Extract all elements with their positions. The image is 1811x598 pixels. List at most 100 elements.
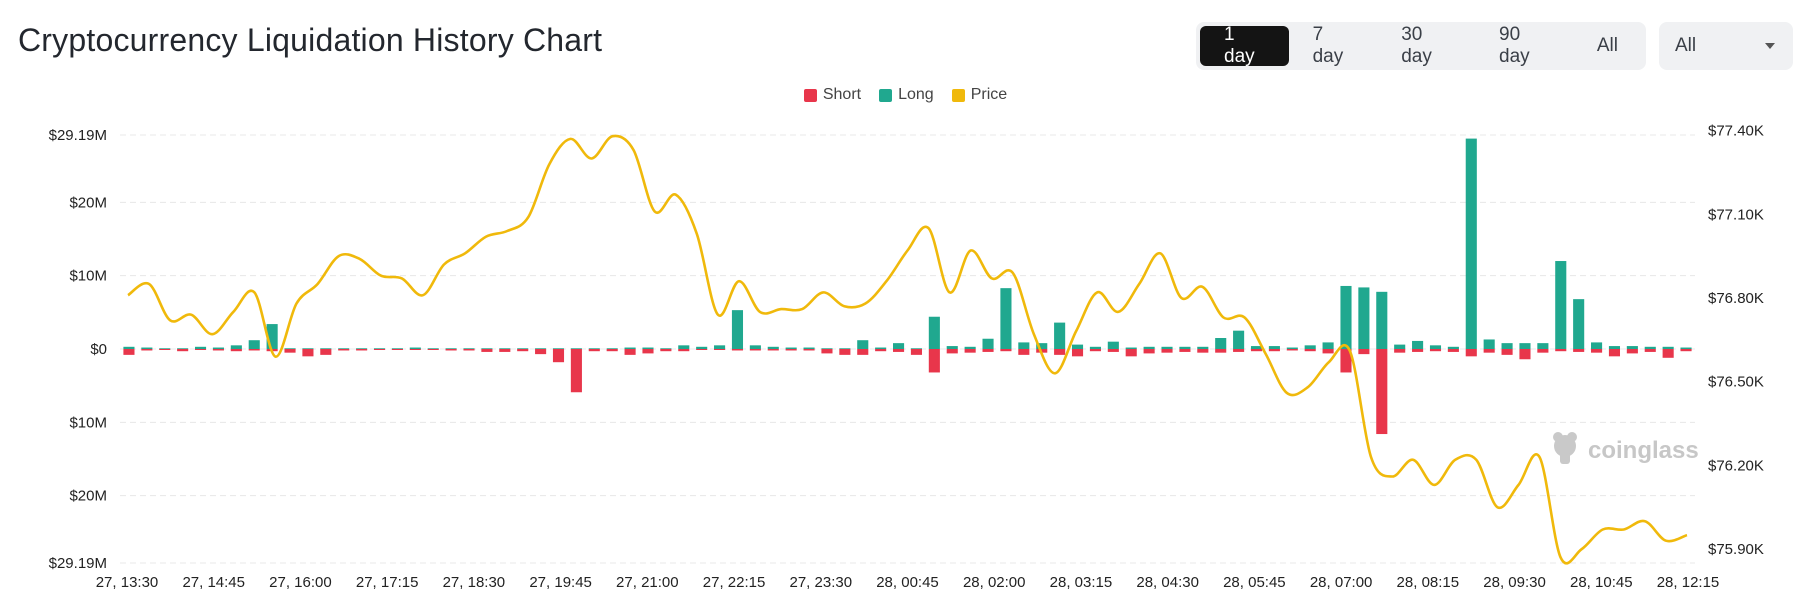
short-bar[interactable]: [1573, 349, 1585, 352]
short-bar[interactable]: [1376, 349, 1388, 435]
long-bar[interactable]: [1376, 291, 1388, 349]
short-bar[interactable]: [1358, 349, 1370, 355]
long-bar[interactable]: [964, 346, 976, 349]
long-bar[interactable]: [1215, 338, 1227, 349]
long-bar[interactable]: [1555, 261, 1567, 349]
short-bar[interactable]: [893, 349, 905, 352]
long-bar[interactable]: [1143, 346, 1155, 349]
short-bar[interactable]: [159, 349, 171, 350]
short-bar[interactable]: [749, 349, 761, 351]
short-bar[interactable]: [606, 349, 618, 352]
short-bar[interactable]: [123, 349, 135, 355]
short-bar[interactable]: [356, 349, 368, 351]
short-bar[interactable]: [785, 349, 797, 351]
short-bar[interactable]: [678, 349, 690, 352]
short-bar[interactable]: [463, 349, 475, 351]
short-bar[interactable]: [1340, 349, 1352, 373]
long-bar[interactable]: [1340, 285, 1352, 349]
long-bar[interactable]: [409, 347, 421, 349]
short-bar[interactable]: [1412, 349, 1424, 352]
long-bar[interactable]: [1358, 287, 1370, 349]
long-bar[interactable]: [606, 348, 618, 350]
short-bar[interactable]: [1071, 349, 1084, 357]
long-bar[interactable]: [1322, 342, 1334, 349]
short-bar[interactable]: [857, 349, 869, 355]
long-bar[interactable]: [1537, 343, 1549, 349]
long-bar[interactable]: [696, 346, 708, 349]
short-bar[interactable]: [839, 349, 851, 355]
long-bar[interactable]: [1591, 342, 1603, 349]
long-bar[interactable]: [1608, 346, 1621, 349]
short-bar[interactable]: [821, 349, 833, 354]
long-bar[interactable]: [714, 345, 726, 349]
short-bar[interactable]: [660, 349, 672, 352]
short-bar[interactable]: [535, 349, 547, 355]
short-bar[interactable]: [373, 349, 386, 350]
legend-item-short[interactable]: Short: [803, 86, 861, 104]
long-bar[interactable]: [910, 348, 922, 350]
short-bar[interactable]: [1054, 349, 1066, 355]
long-bar[interactable]: [1680, 347, 1692, 349]
long-bar[interactable]: [982, 338, 994, 349]
long-bar[interactable]: [1394, 344, 1406, 349]
long-bar[interactable]: [230, 345, 242, 349]
long-bar[interactable]: [212, 347, 224, 349]
long-bar[interactable]: [141, 347, 153, 349]
short-bar[interactable]: [320, 349, 332, 355]
long-bar[interactable]: [1036, 343, 1048, 349]
long-bar[interactable]: [803, 347, 815, 349]
short-bar[interactable]: [194, 349, 207, 350]
long-bar[interactable]: [1000, 288, 1012, 349]
long-bar[interactable]: [552, 348, 565, 350]
long-bar[interactable]: [123, 346, 135, 349]
long-bar[interactable]: [785, 347, 797, 349]
short-bar[interactable]: [875, 349, 887, 352]
long-bar[interactable]: [302, 348, 314, 350]
short-bar[interactable]: [714, 349, 726, 350]
long-bar[interactable]: [1197, 346, 1209, 349]
long-bar[interactable]: [946, 346, 958, 349]
long-bar[interactable]: [338, 348, 350, 350]
long-bar[interactable]: [391, 348, 403, 350]
long-bar[interactable]: [1412, 340, 1424, 349]
short-bar[interactable]: [481, 349, 493, 352]
long-bar[interactable]: [767, 346, 779, 349]
short-bar[interactable]: [624, 349, 636, 355]
short-bar[interactable]: [1215, 349, 1227, 353]
long-bar[interactable]: [1107, 341, 1119, 349]
long-bar[interactable]: [1501, 343, 1513, 349]
long-bar[interactable]: [1125, 347, 1137, 349]
long-bar[interactable]: [749, 345, 761, 349]
long-bar[interactable]: [1233, 330, 1245, 349]
short-bar[interactable]: [928, 349, 940, 373]
long-bar[interactable]: [159, 348, 171, 350]
long-bar[interactable]: [570, 348, 582, 350]
short-bar[interactable]: [642, 349, 654, 354]
short-bar[interactable]: [445, 349, 457, 351]
short-bar[interactable]: [1161, 349, 1173, 353]
short-bar[interactable]: [1447, 349, 1459, 352]
long-bar[interactable]: [1161, 346, 1173, 349]
short-bar[interactable]: [696, 349, 708, 350]
short-bar[interactable]: [1197, 349, 1209, 353]
short-bar[interactable]: [141, 349, 153, 351]
short-bar[interactable]: [212, 349, 224, 351]
short-bar[interactable]: [177, 349, 189, 352]
long-bar[interactable]: [857, 340, 869, 349]
long-bar[interactable]: [1429, 345, 1442, 349]
short-bar[interactable]: [1107, 349, 1119, 352]
short-bar[interactable]: [1680, 349, 1692, 352]
short-bar[interactable]: [1179, 349, 1191, 352]
long-bar[interactable]: [588, 348, 600, 350]
long-bar[interactable]: [1250, 346, 1263, 349]
long-bar[interactable]: [1447, 346, 1459, 349]
long-bar[interactable]: [839, 348, 851, 350]
short-bar[interactable]: [982, 349, 994, 352]
short-bar[interactable]: [1608, 349, 1621, 357]
short-bar[interactable]: [409, 349, 421, 350]
price-line[interactable]: [127, 134, 1688, 565]
short-bar[interactable]: [1519, 349, 1531, 360]
long-bar[interactable]: [821, 348, 833, 350]
long-bar[interactable]: [373, 348, 386, 350]
coin-select-dropdown[interactable]: All: [1659, 22, 1793, 70]
